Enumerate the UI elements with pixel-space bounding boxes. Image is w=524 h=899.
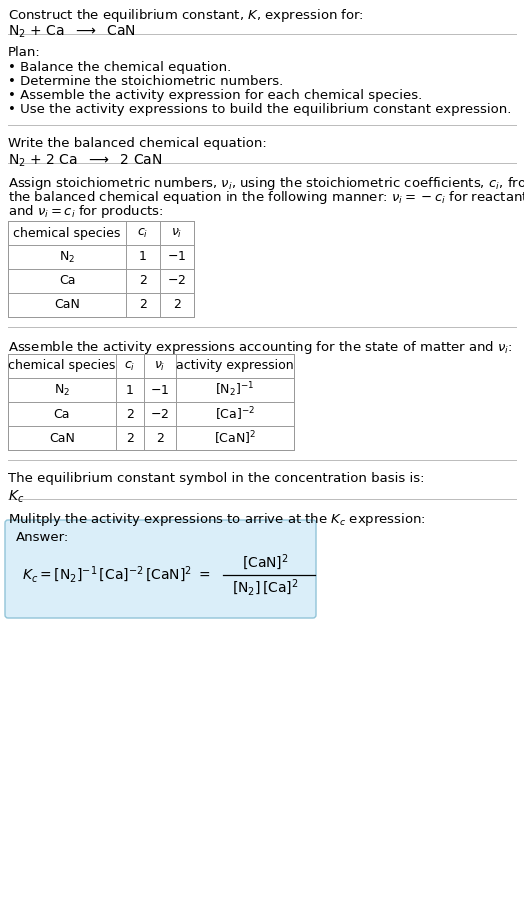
Text: $-2$: $-2$: [168, 274, 187, 288]
Bar: [8, 221, 194, 317]
Text: the balanced chemical equation in the following manner: $\nu_i = -c_i$ for react: the balanced chemical equation in the fo…: [8, 189, 524, 206]
Text: The equilibrium constant symbol in the concentration basis is:: The equilibrium constant symbol in the c…: [8, 472, 424, 485]
Text: $K_c = [\mathrm{N_2}]^{-1}\,[\mathrm{Ca}]^{-2}\,[\mathrm{CaN}]^{2}\ =$: $K_c = [\mathrm{N_2}]^{-1}\,[\mathrm{Ca}…: [22, 565, 211, 585]
Text: Write the balanced chemical equation:: Write the balanced chemical equation:: [8, 137, 267, 150]
Text: CaN: CaN: [54, 298, 80, 311]
Text: 2: 2: [126, 407, 134, 421]
Text: $-1$: $-1$: [167, 251, 187, 263]
Text: $\mathrm{N_2}$: $\mathrm{N_2}$: [59, 249, 75, 264]
Text: $-2$: $-2$: [150, 407, 170, 421]
Text: activity expression: activity expression: [176, 360, 294, 372]
Text: Assemble the activity expressions accounting for the state of matter and $\nu_i$: Assemble the activity expressions accoun…: [8, 339, 512, 356]
Text: $c_i$: $c_i$: [124, 360, 136, 372]
Text: $[\mathrm{N_2}]\,[\mathrm{Ca}]^2$: $[\mathrm{N_2}]\,[\mathrm{Ca}]^2$: [232, 578, 298, 598]
Text: 2: 2: [126, 432, 134, 444]
Text: • Balance the chemical equation.: • Balance the chemical equation.: [8, 61, 231, 74]
Text: Mulitply the activity expressions to arrive at the $K_c$ expression:: Mulitply the activity expressions to arr…: [8, 511, 426, 528]
Text: 1: 1: [139, 251, 147, 263]
Text: $[\mathrm{CaN}]^{2}$: $[\mathrm{CaN}]^{2}$: [214, 429, 256, 447]
Text: $[\mathrm{Ca}]^{-2}$: $[\mathrm{Ca}]^{-2}$: [215, 405, 255, 423]
Text: $\nu_i$: $\nu_i$: [171, 227, 183, 239]
Text: Assign stoichiometric numbers, $\nu_i$, using the stoichiometric coefficients, $: Assign stoichiometric numbers, $\nu_i$, …: [8, 175, 524, 192]
Text: $\mathrm{N_2}$: $\mathrm{N_2}$: [54, 382, 70, 397]
Text: 2: 2: [156, 432, 164, 444]
Text: chemical species: chemical species: [8, 360, 116, 372]
Text: 2: 2: [139, 274, 147, 288]
Text: 2: 2: [173, 298, 181, 311]
Text: 1: 1: [126, 384, 134, 396]
Text: Construct the equilibrium constant, $K$, expression for:: Construct the equilibrium constant, $K$,…: [8, 7, 364, 24]
Text: $-1$: $-1$: [150, 384, 170, 396]
Bar: [8, 354, 294, 450]
Text: $\mathrm{N_2}$ + 2 Ca  $\longrightarrow$  2 CaN: $\mathrm{N_2}$ + 2 Ca $\longrightarrow$ …: [8, 153, 162, 169]
Text: CaN: CaN: [49, 432, 75, 444]
Text: Ca: Ca: [54, 407, 70, 421]
Text: Plan:: Plan:: [8, 46, 41, 59]
Text: Answer:: Answer:: [16, 531, 69, 544]
Text: $K_c$: $K_c$: [8, 489, 24, 505]
Text: $[\mathrm{CaN}]^2$: $[\mathrm{CaN}]^2$: [242, 552, 288, 572]
Text: chemical species: chemical species: [13, 227, 121, 239]
Text: 2: 2: [139, 298, 147, 311]
Text: $c_i$: $c_i$: [137, 227, 149, 239]
Text: $\mathrm{N_2}$ + Ca  $\longrightarrow$  CaN: $\mathrm{N_2}$ + Ca $\longrightarrow$ Ca…: [8, 24, 136, 40]
FancyBboxPatch shape: [5, 520, 316, 618]
Text: • Determine the stoichiometric numbers.: • Determine the stoichiometric numbers.: [8, 75, 283, 88]
Text: • Use the activity expressions to build the equilibrium constant expression.: • Use the activity expressions to build …: [8, 103, 511, 116]
Text: and $\nu_i = c_i$ for products:: and $\nu_i = c_i$ for products:: [8, 203, 163, 220]
Text: Ca: Ca: [59, 274, 75, 288]
Text: $[\mathrm{N_2}]^{-1}$: $[\mathrm{N_2}]^{-1}$: [215, 380, 255, 399]
Text: • Assemble the activity expression for each chemical species.: • Assemble the activity expression for e…: [8, 89, 422, 102]
Text: $\nu_i$: $\nu_i$: [154, 360, 166, 372]
